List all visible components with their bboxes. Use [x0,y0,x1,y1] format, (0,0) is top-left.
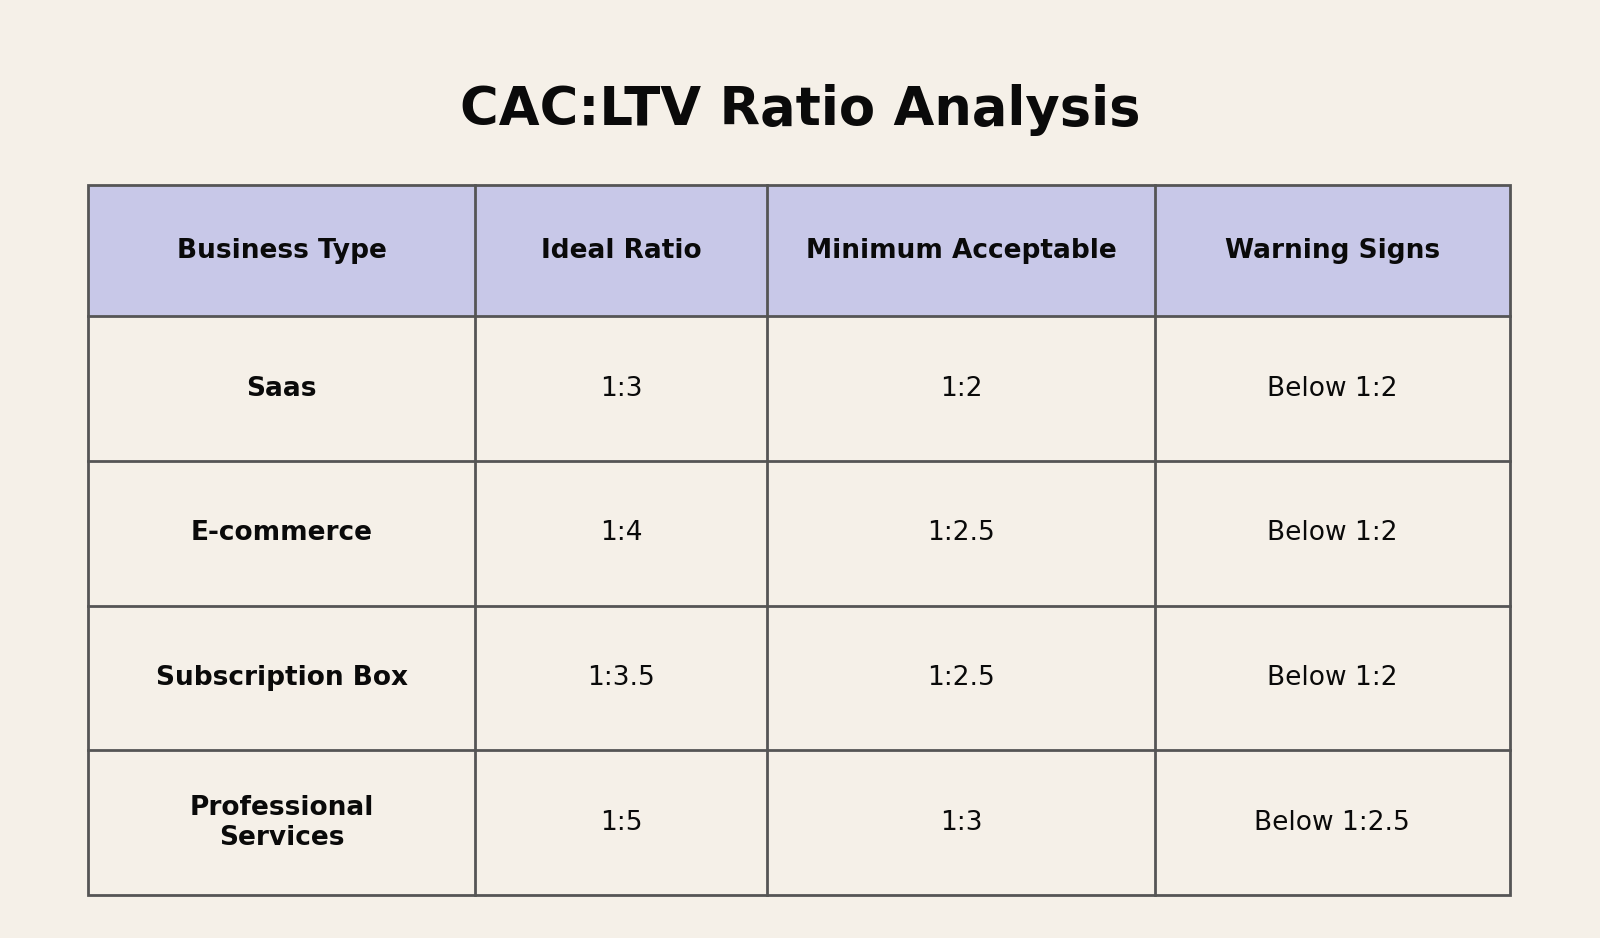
Text: Below 1:2: Below 1:2 [1267,665,1397,691]
Text: 1:3: 1:3 [600,376,643,401]
Text: Subscription Box: Subscription Box [155,665,408,691]
Bar [88,461,475,606]
Bar [1155,185,1510,316]
Bar [88,185,1510,895]
Text: Saas: Saas [246,376,317,401]
Bar [768,185,1155,316]
Bar [88,606,475,750]
Bar [768,461,1155,606]
Text: CAC:LTV Ratio Analysis: CAC:LTV Ratio Analysis [459,84,1141,136]
Text: 1:2.5: 1:2.5 [926,521,995,546]
Bar [475,316,768,461]
Bar [1155,606,1510,750]
Bar [475,461,768,606]
Text: Business Type: Business Type [176,237,387,264]
Text: 1:4: 1:4 [600,521,643,546]
Bar [88,185,475,316]
Text: Below 1:2: Below 1:2 [1267,376,1397,401]
Text: Below 1:2: Below 1:2 [1267,521,1397,546]
Text: 1:3.5: 1:3.5 [587,665,654,691]
Bar [475,185,768,316]
Text: Below 1:2.5: Below 1:2.5 [1254,809,1410,836]
Text: 1:3: 1:3 [939,809,982,836]
Text: Ideal Ratio: Ideal Ratio [541,237,701,264]
Text: E-commerce: E-commerce [190,521,373,546]
Text: Warning Signs: Warning Signs [1224,237,1440,264]
Bar [1155,750,1510,895]
Text: 1:2.5: 1:2.5 [926,665,995,691]
Bar [1155,316,1510,461]
Bar [88,316,475,461]
Bar [768,606,1155,750]
Bar [475,606,768,750]
Bar [1155,461,1510,606]
Text: Professional
Services: Professional Services [189,794,374,851]
Text: 1:5: 1:5 [600,809,643,836]
Text: 1:2: 1:2 [939,376,982,401]
Bar [768,750,1155,895]
Bar [475,750,768,895]
Bar [768,316,1155,461]
Text: Minimum Acceptable: Minimum Acceptable [805,237,1117,264]
Bar [88,750,475,895]
